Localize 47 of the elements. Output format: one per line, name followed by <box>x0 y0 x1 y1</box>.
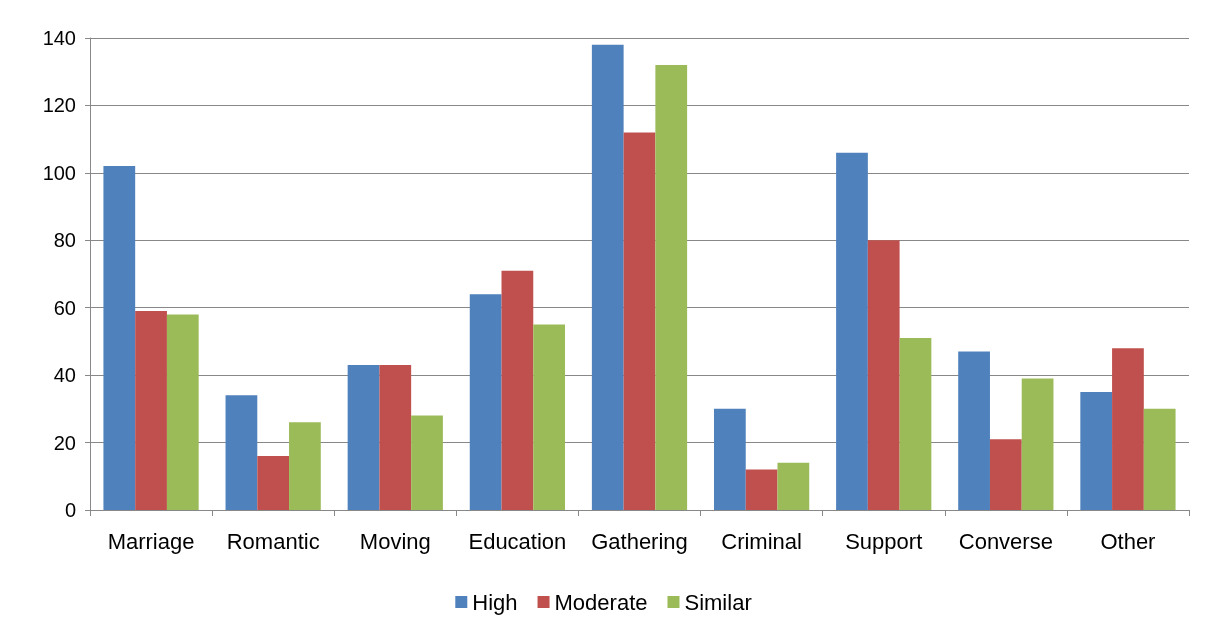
bar <box>989 439 1022 510</box>
bar <box>1143 408 1176 510</box>
bar <box>1021 378 1054 510</box>
x-tick-label: Criminal <box>721 528 802 554</box>
x-tick-label: Marriage <box>107 528 195 554</box>
bar <box>103 166 136 510</box>
x-tick-label: Romantic <box>226 528 320 554</box>
bar <box>501 270 534 510</box>
bar <box>958 351 990 510</box>
bar <box>713 408 746 510</box>
y-tick-label: 120 <box>42 94 76 117</box>
y-tick-label: 0 <box>64 499 76 521</box>
bar <box>777 462 810 510</box>
x-tick-label: Support <box>845 528 923 554</box>
bar <box>836 152 868 510</box>
bar <box>257 456 290 510</box>
x-tick-label: Gathering <box>591 528 688 554</box>
y-tick-label: 140 <box>42 27 76 49</box>
bar <box>1080 392 1113 510</box>
y-tick-label: 100 <box>42 161 76 184</box>
bar <box>411 415 443 510</box>
y-tick-label: 60 <box>53 296 76 319</box>
y-tick-label: 40 <box>53 364 76 387</box>
bar <box>1112 348 1144 510</box>
bar <box>533 324 566 510</box>
bar <box>225 395 258 510</box>
bar <box>347 365 380 510</box>
y-tick-label: 20 <box>53 431 76 454</box>
bar <box>655 64 688 510</box>
x-tick-label: Other <box>1100 528 1156 554</box>
bar <box>623 132 656 510</box>
legend-label: High <box>472 589 518 615</box>
bar <box>745 469 778 510</box>
x-tick-label: Converse <box>958 528 1053 554</box>
x-tick-label: Education <box>468 528 567 554</box>
legend-label: Similar <box>684 589 752 615</box>
x-tick-label: Moving <box>359 528 431 554</box>
legend-label: Moderate <box>554 589 648 615</box>
bar <box>135 311 167 510</box>
bar <box>469 294 502 510</box>
bar <box>379 365 412 510</box>
bar <box>591 44 624 510</box>
y-tick-label: 80 <box>53 229 76 252</box>
bar <box>166 314 199 510</box>
bar <box>289 422 321 510</box>
bar <box>867 240 900 510</box>
bar <box>899 338 932 510</box>
